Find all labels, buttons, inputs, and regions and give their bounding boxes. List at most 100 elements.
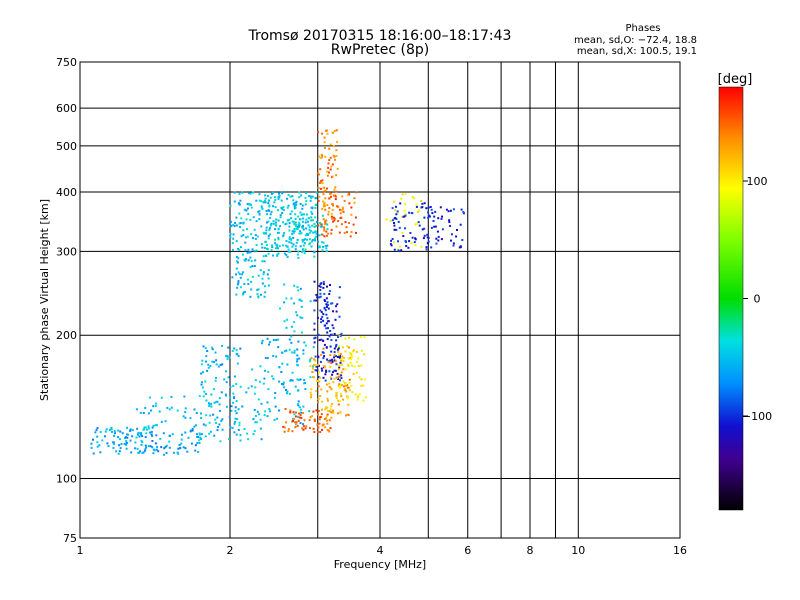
data-point: [350, 385, 353, 388]
data-point: [285, 326, 288, 329]
data-point: [289, 409, 292, 412]
data-point: [335, 391, 338, 394]
data-point: [360, 364, 363, 367]
data-point: [425, 207, 428, 210]
data-point: [277, 238, 280, 241]
data-point: [348, 336, 350, 339]
data-point: [301, 240, 304, 243]
data-point: [202, 423, 205, 426]
data-point: [319, 309, 322, 312]
data-point: [311, 224, 314, 227]
data-point: [169, 434, 171, 437]
data-point: [204, 435, 207, 438]
data-point: [268, 228, 271, 231]
data-point: [313, 418, 316, 421]
data-point: [425, 246, 428, 249]
data-point: [318, 195, 321, 198]
data-point: [232, 384, 235, 387]
data-point: [101, 439, 104, 442]
data-point: [449, 225, 452, 227]
data-point: [326, 422, 329, 425]
data-point: [144, 436, 147, 439]
data-point: [283, 301, 286, 304]
data-point: [349, 356, 352, 359]
data-point: [328, 430, 331, 433]
data-point: [393, 222, 395, 224]
data-point: [140, 433, 143, 436]
data-point: [431, 212, 434, 215]
data-point: [337, 220, 340, 223]
data-point: [273, 418, 276, 421]
data-point: [229, 385, 232, 388]
data-point: [364, 396, 367, 399]
data-point: [313, 376, 315, 379]
data-point: [271, 244, 273, 247]
data-point: [316, 296, 319, 299]
data-point: [233, 347, 236, 350]
data-point: [310, 219, 313, 222]
data-point: [272, 355, 275, 357]
data-point: [279, 307, 281, 310]
data-point: [206, 369, 209, 372]
data-point: [334, 369, 337, 372]
data-point: [326, 305, 328, 308]
data-point: [347, 357, 350, 360]
data-point: [429, 206, 432, 208]
data-point: [285, 349, 288, 352]
data-point: [317, 426, 320, 429]
data-point: [247, 212, 250, 215]
data-point: [286, 363, 289, 366]
data-point: [184, 407, 187, 410]
data-point: [260, 205, 263, 208]
data-point: [304, 203, 307, 206]
data-point: [218, 403, 221, 406]
data-point: [151, 435, 154, 438]
data-point: [261, 277, 264, 280]
data-point: [151, 446, 154, 449]
data-point: [324, 309, 327, 312]
data-point: [262, 382, 265, 385]
data-point: [251, 248, 254, 251]
data-point: [430, 246, 433, 249]
data-point: [323, 136, 326, 139]
data-point: [390, 244, 393, 247]
data-point: [309, 231, 312, 234]
data-point: [232, 401, 235, 404]
data-point: [327, 320, 330, 323]
data-point: [322, 423, 325, 426]
data-point: [340, 209, 343, 212]
data-point: [305, 218, 308, 221]
data-point: [333, 219, 336, 222]
data-point: [423, 227, 426, 230]
data-point: [231, 426, 234, 429]
data-point: [268, 205, 271, 208]
data-point: [340, 223, 343, 226]
data-point: [119, 447, 122, 450]
data-point: [259, 427, 262, 430]
data-point: [322, 376, 325, 379]
data-point: [319, 222, 322, 225]
data-point: [265, 244, 268, 246]
data-point: [285, 297, 288, 300]
x-tick-label: 16: [673, 544, 687, 557]
data-point: [267, 220, 270, 223]
data-point: [239, 347, 242, 350]
data-point: [260, 225, 263, 228]
data-point: [407, 246, 410, 249]
data-point: [256, 235, 259, 238]
data-point: [317, 240, 319, 243]
data-point: [352, 373, 355, 376]
data-point: [242, 234, 245, 237]
data-point: [427, 236, 430, 239]
data-point: [197, 451, 200, 453]
data-point: [141, 441, 144, 444]
data-point: [296, 358, 299, 361]
data-point: [333, 351, 336, 354]
data-point: [273, 201, 276, 204]
data-point: [220, 391, 223, 394]
data-point: [347, 364, 350, 367]
data-point: [266, 273, 269, 276]
data-point: [228, 356, 231, 359]
data-point: [350, 352, 353, 355]
data-point: [277, 209, 279, 212]
